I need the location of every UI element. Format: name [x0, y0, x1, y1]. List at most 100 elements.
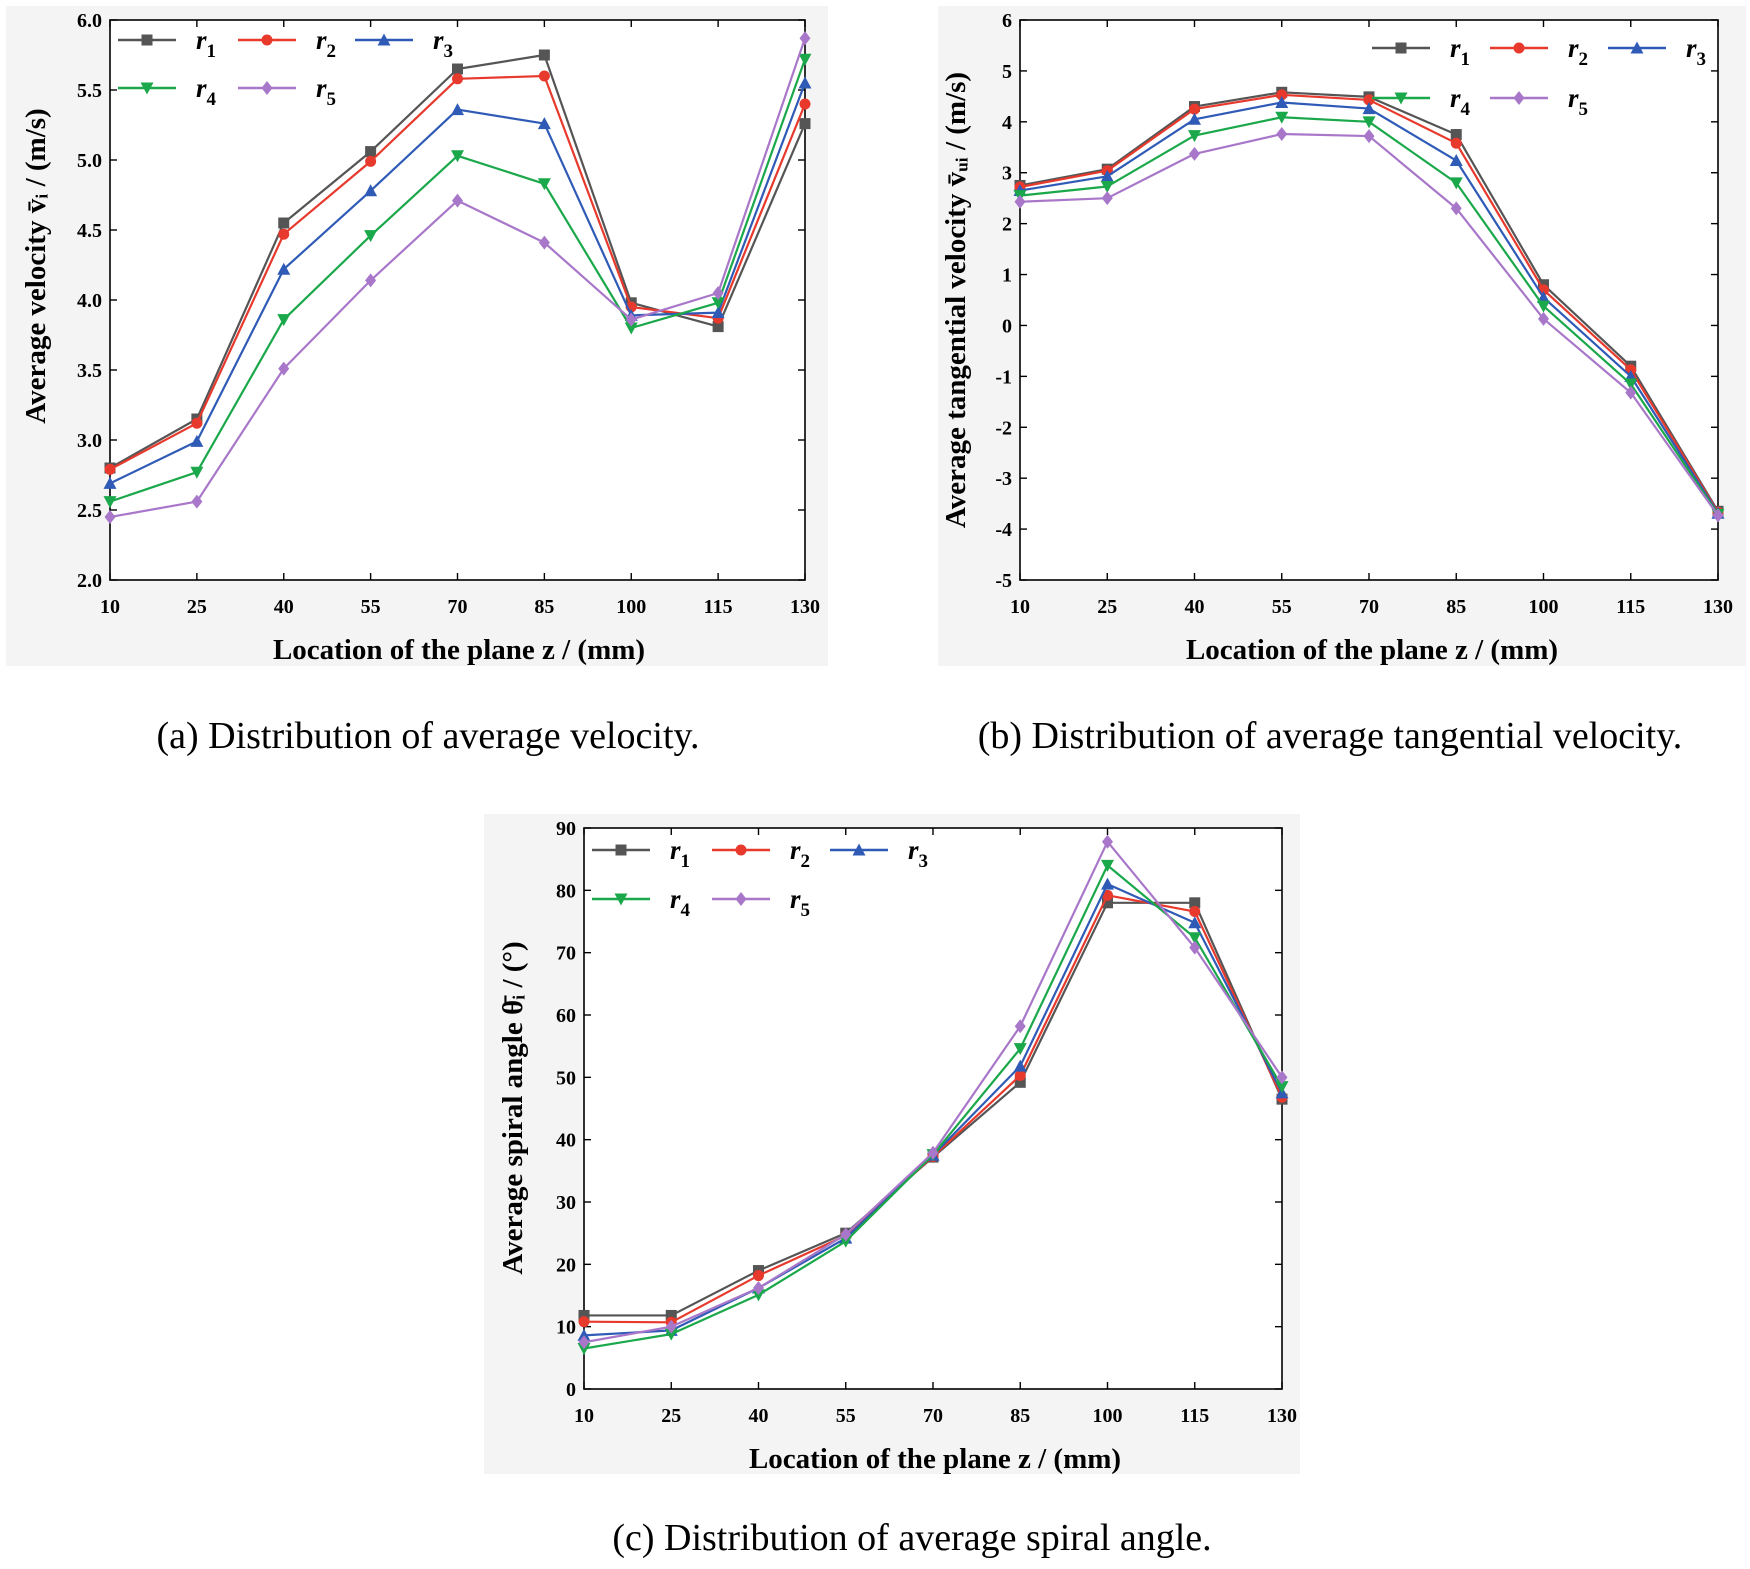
panel-b-y-tick-label: 5 — [1002, 61, 1012, 83]
panel-c-x-axis-title: Location of the plane z / (mm) — [749, 1443, 1121, 1475]
panel-b-data-point-r4 — [1362, 116, 1376, 129]
panel-c-y-tick-label: 30 — [556, 1192, 576, 1214]
legend-marker-r3 — [852, 843, 866, 856]
panel-a-data-point-r3 — [103, 476, 117, 489]
panel-b-y-tick-label: 0 — [1002, 315, 1012, 337]
panel-c-data-point-r2 — [1189, 906, 1201, 918]
panel-b-data-point-r3 — [1275, 95, 1289, 108]
panel-c-x-tick-label: 130 — [1267, 1405, 1297, 1427]
panel-b-y-tick-label: -3 — [995, 468, 1012, 490]
panel-a-x-tick-label: 100 — [616, 596, 646, 618]
panel-a-data-point-r1 — [452, 63, 463, 75]
panel-c-legend-item-r1: r1 — [592, 835, 690, 872]
panel-c-y-tick-label: 20 — [556, 1254, 576, 1276]
panel-c-data-point-r4 — [752, 1289, 765, 1302]
panel-c-y-axis-title: Average spiral angle θ̄ᵢ / (°) — [497, 941, 529, 1274]
panel-a-data-point-r5 — [278, 361, 290, 376]
legend-label-r3: r3 — [1686, 33, 1706, 70]
legend-label-r5: r5 — [1568, 83, 1588, 120]
panel-b-data-point-r3 — [1449, 154, 1463, 167]
panel-c-data-point-r3 — [577, 1328, 591, 1341]
panel-a-data-point-r3 — [364, 184, 378, 197]
legend-label-r4: r4 — [1450, 83, 1471, 120]
panel-b-y-tick-label: 3 — [1002, 163, 1012, 185]
panel-c-x-tick-label: 115 — [1180, 1405, 1209, 1427]
panel-b-x-tick-label: 40 — [1185, 596, 1205, 618]
panel-a-x-tick-label: 55 — [361, 596, 381, 618]
panel-c-x-tick-label: 25 — [661, 1405, 681, 1427]
panel-c-y-tick-label: 0 — [566, 1379, 576, 1401]
legend-marker-r2 — [1513, 42, 1525, 54]
panel-c-x-tick-label: 100 — [1093, 1405, 1123, 1427]
panel-b-tangential-velocity-chart: 10 25 40 55 70 85 100 115 130 -5 -4 -3 -2 -1 0 1 2 3 4 5 6 r1… — [938, 6, 1746, 757]
panel-b-data-point-r3 — [1362, 102, 1376, 115]
panel-c-data-point-r4 — [1188, 932, 1202, 945]
panel-b-y-tick-label: 1 — [1002, 265, 1012, 287]
panel-c-y-tick-label: 10 — [556, 1317, 576, 1339]
panel-a-data-point-r4 — [277, 314, 291, 327]
panel-c-y-tick-label: 90 — [556, 818, 576, 840]
legend-label-r1: r1 — [670, 835, 690, 872]
panel-b-legend-item-r2: r2 — [1490, 33, 1588, 70]
legend-marker-r2 — [735, 844, 747, 856]
legend-marker-r2 — [261, 34, 273, 46]
panel-b-x-tick-label: 130 — [1703, 596, 1733, 618]
panel-c-data-point-r4 — [839, 1235, 853, 1248]
panel-a-data-point-r5 — [799, 31, 811, 46]
panel-a-x-tick-label: 85 — [534, 596, 554, 618]
panel-a-velocity-chart: 10 25 40 55 70 85 100 115 130 2.0 2.5 3.0 3.5 4.0 4.5 5… — [6, 6, 828, 757]
panel-c-legend-item-r5: r5 — [712, 884, 810, 921]
panel-c-data-point-r5 — [1276, 1070, 1288, 1085]
panel-a-data-point-r5 — [191, 494, 203, 509]
panel-b-legend-item-r1: r1 — [1372, 33, 1470, 70]
panel-a-x-tick-label: 25 — [187, 596, 207, 618]
panel-a-legend-item-r2: r2 — [238, 25, 336, 62]
panel-a-data-point-r4 — [624, 322, 638, 335]
panel-a-x-tick-label: 130 — [790, 596, 820, 618]
panel-a-data-point-r5 — [452, 193, 463, 208]
panel-a-data-point-r4 — [103, 496, 117, 509]
panel-c-data-point-r1 — [578, 1309, 590, 1321]
panel-b-x-tick-label: 100 — [1529, 596, 1559, 618]
panel-c-data-point-r4 — [1275, 1081, 1289, 1094]
panel-b-x-tick-label: 85 — [1446, 596, 1466, 618]
panel-a-data-point-r4 — [798, 53, 812, 66]
panel-c-caption: (c) Distribution of average spiral angle… — [612, 1517, 1211, 1559]
panel-b-legend-item-r3: r3 — [1608, 33, 1706, 70]
panel-a-data-point-r4 — [364, 230, 378, 243]
legend-label-r1: r1 — [196, 25, 216, 62]
panel-a-data-point-r1 — [365, 146, 377, 158]
panel-a-data-point-r3 — [277, 262, 291, 275]
panel-a-y-tick-label: 3.0 — [77, 430, 102, 452]
panel-c-data-point-r5 — [1102, 834, 1113, 849]
legend-marker-r3 — [1630, 41, 1644, 54]
panel-a-y-tick-label: 2.0 — [77, 570, 102, 592]
panel-a-data-point-r4 — [711, 297, 725, 310]
panel-b-data-point-r4 — [1537, 300, 1550, 313]
panel-b-data-point-r5 — [1450, 201, 1462, 216]
panel-a-data-point-r3 — [190, 434, 204, 447]
panel-a-x-tick-label: 70 — [448, 596, 468, 618]
panel-b-x-tick-label: 55 — [1272, 596, 1292, 618]
panel-b-y-tick-label: -4 — [995, 519, 1012, 541]
panel-c-data-point-r3 — [1013, 1059, 1027, 1072]
panel-b-x-tick-label: 115 — [1616, 596, 1645, 618]
legend-label-r4: r4 — [196, 73, 217, 110]
panel-a-data-point-r2 — [452, 73, 463, 85]
legend-label-r3: r3 — [433, 25, 453, 62]
panel-b-legend-item-r4: r4 — [1372, 83, 1471, 120]
panel-b-data-point-r5 — [1538, 311, 1549, 326]
panel-a-legend-item-r4: r4 — [118, 73, 217, 110]
panel-b-y-tick-label: 6 — [1002, 10, 1012, 32]
panel-b-caption: (b) Distribution of average tangential v… — [978, 715, 1683, 757]
panel-b-y-tick-label: 4 — [1002, 112, 1012, 134]
panel-a-legend: r1 r2 r3 r4 r5 — [118, 25, 453, 110]
panel-b-data-point-r5 — [1014, 194, 1026, 209]
panel-a-data-point-r4 — [451, 150, 464, 163]
panel-a-y-tick-label: 4.5 — [77, 220, 102, 242]
panel-a-data-point-r1 — [712, 321, 724, 333]
panel-a-data-point-r4 — [190, 466, 204, 479]
panel-c-legend-item-r2: r2 — [712, 835, 810, 872]
panel-a-data-point-r5 — [625, 312, 637, 327]
panel-a-data-point-r2 — [104, 463, 116, 475]
